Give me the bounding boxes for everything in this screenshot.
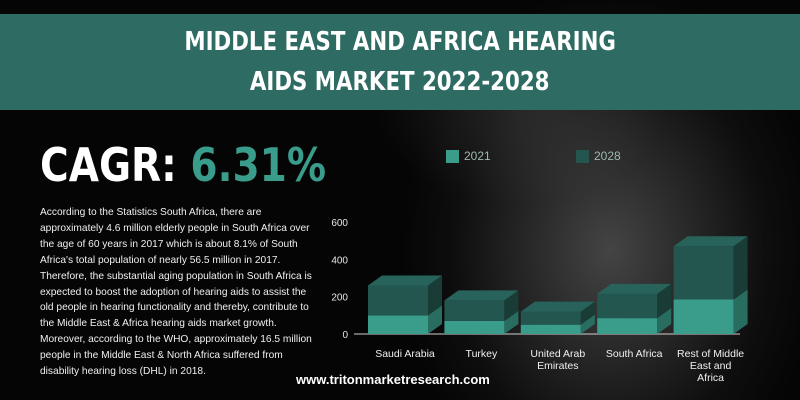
y-tick-label: 400	[331, 255, 348, 266]
y-tick-label: 600	[331, 218, 348, 229]
legend-label-2021: 2021	[464, 149, 491, 163]
bar-2021-side	[733, 289, 748, 334]
website-link[interactable]: www.tritonmarketresearch.com	[296, 372, 490, 387]
legend-swatch-2021	[446, 149, 459, 163]
cagr-value: 6.31%	[190, 138, 327, 192]
bar-2028-side	[657, 283, 672, 319]
x-category-label: East and	[690, 360, 732, 372]
bar-2028-front	[368, 285, 428, 316]
legend-label-2028: 2028	[594, 149, 621, 163]
bar-2028-top	[368, 275, 442, 286]
y-tick-label: 200	[331, 293, 348, 304]
bar-2028-side	[733, 236, 748, 300]
bar-2028-side	[428, 275, 442, 316]
bar-2021-front	[597, 318, 658, 334]
y-tick-label: 0	[342, 330, 348, 341]
bar-2021-side	[657, 308, 672, 334]
bar-2028-side	[504, 290, 519, 321]
x-category-label: South Africa	[606, 348, 663, 360]
title-line-2: AIDS MARKET 2022-2028	[250, 67, 550, 97]
title-banner: MIDDLE EAST AND AFRICA HEARING AIDS MARK…	[0, 14, 800, 110]
bar-2028-front	[597, 293, 658, 319]
x-category-label: Rest of Middle	[677, 348, 744, 360]
bar-2028-top	[520, 301, 595, 312]
bar-2028-front	[673, 246, 734, 300]
bar-2021-front	[673, 299, 734, 334]
title-line-1: MIDDLE EAST AND AFRICA HEARING	[184, 27, 616, 57]
cagr-label: CAGR:	[40, 138, 177, 192]
x-category-label: Africa	[697, 372, 724, 384]
bar-2021-front	[368, 315, 428, 334]
legend-swatch-2028	[576, 149, 589, 163]
bar-2028-side	[580, 301, 595, 325]
cagr-headline: CAGR: 6.31%	[40, 138, 326, 192]
bar-2021-side	[580, 314, 595, 334]
bar-2021-front	[520, 324, 581, 334]
description-text: According to the Statistics South Africa…	[40, 207, 312, 378]
bar-2021-side	[428, 305, 442, 334]
bar-2028-top	[444, 290, 519, 301]
x-category-label: Emirates	[537, 360, 578, 372]
bar-2021-front	[444, 320, 505, 334]
legend-item-2021: 2021	[446, 149, 491, 163]
x-category-label: Turkey	[466, 348, 498, 360]
bar-2028-front	[444, 300, 505, 321]
bar-2021-side	[504, 310, 519, 334]
legend-item-2028: 2028	[576, 149, 621, 163]
bar-2028-top	[597, 283, 672, 294]
bar-2028-front	[520, 311, 581, 325]
x-category-label: Saudi Arabia	[375, 348, 435, 360]
bar-2028-top	[673, 236, 748, 247]
x-category-label: United Arab	[530, 348, 585, 360]
